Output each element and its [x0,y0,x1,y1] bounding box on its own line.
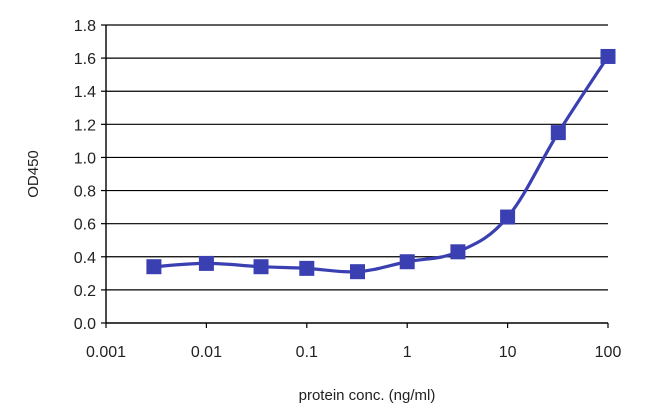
data-series [146,48,616,280]
y-tick-label: 1.6 [74,51,96,68]
y-tick-label: 1.2 [74,117,96,134]
series-line [152,54,610,274]
x-tick-labels: 0.001 0.01 0.1 1 10 100 [86,344,621,361]
data-point-marker [350,264,366,280]
x-tick-label: 1 [403,344,412,361]
axes [101,24,609,328]
data-point-marker [146,259,162,275]
data-point-marker [198,255,214,271]
data-point-marker [299,260,315,276]
x-tick-label: 0.01 [191,344,222,361]
y-tick-label: 1.0 [74,150,96,167]
y-tick-label: 0.0 [74,316,96,333]
y-tick-labels: 0.0 0.2 0.4 0.6 0.8 1.0 1.2 1.4 1.6 1.8 [74,18,96,333]
y-tick-label: 1.4 [74,84,96,101]
x-tick-label: 0.1 [296,344,318,361]
y-tick-label: 0.6 [74,217,96,234]
data-point-marker [600,48,616,64]
data-point-marker [500,209,516,225]
data-point-marker [399,254,415,270]
y-tick-label: 1.8 [74,18,96,35]
data-point-marker [253,259,269,275]
x-tick-label: 0.001 [86,344,126,361]
data-point-marker [550,125,566,141]
data-point-marker [450,244,466,260]
x-tick-label: 10 [499,344,517,361]
x-tick-label: 100 [595,344,622,361]
grid-lines [106,24,608,291]
y-tick-label: 0.4 [74,250,96,267]
y-tick-label: 0.2 [74,283,96,300]
y-tick-label: 0.8 [74,184,96,201]
y-axis-title: OD450 [25,150,42,198]
x-axis-title: protein conc. (ng/ml) [299,387,436,404]
